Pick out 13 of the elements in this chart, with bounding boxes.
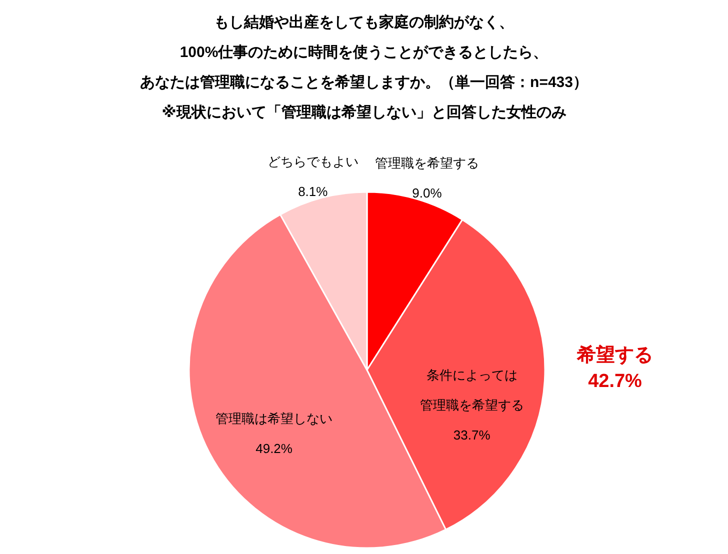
data-label: 8.1% <box>298 184 328 199</box>
text: 希望する 42.7% <box>576 344 653 392</box>
text: ※現状において「管理職は希望しない」と回答した女性のみ <box>162 104 566 121</box>
slice-label: 管理職は希望しない <box>216 410 333 426</box>
data-label: 49.2% <box>256 440 293 456</box>
data-label: 33.7% <box>453 428 491 443</box>
text: もし結婚や出産をしても家庭の制約がなく、 <box>214 14 514 31</box>
data-label: 9.0% <box>412 186 442 201</box>
slice-label: 管理職を希望する <box>374 156 479 171</box>
text: 100%仕事のために時間を使うことができるとしたら、 <box>180 44 548 61</box>
slice-label: 条件によっては管理職を希望する <box>420 368 524 413</box>
slice-label: どちらでもよい <box>267 154 358 169</box>
text: あなたは管理職になることを希望しますか。（単一回答：n=433） <box>140 74 588 91</box>
